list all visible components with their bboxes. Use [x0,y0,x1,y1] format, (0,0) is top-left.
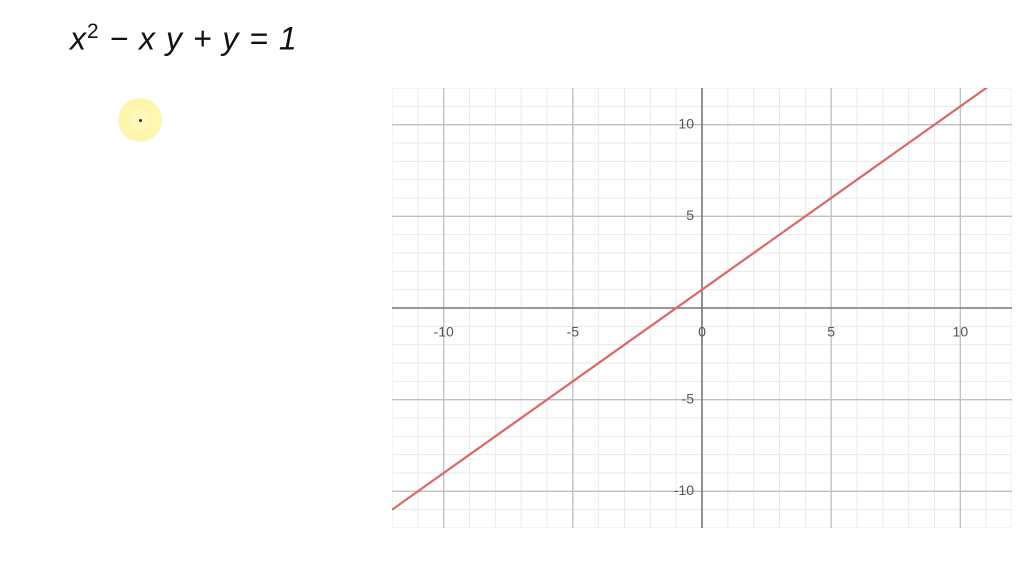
x-tick-label: -5 [567,323,580,339]
x-tick-label: -10 [434,323,454,339]
y-tick-label: 10 [678,115,694,131]
y-tick-label: -10 [674,482,694,498]
line-chart: -10 -5 0 5 10 -10 -5 5 10 [392,88,1012,528]
x-tick-label: 10 [953,323,969,339]
x-tick-label: 0 [698,323,706,339]
chart-svg: -10 -5 0 5 10 -10 -5 5 10 [392,88,1012,528]
y-tick-label: -5 [682,390,695,406]
cursor-highlight [118,98,162,142]
y-tick-label: 5 [686,207,694,223]
equation-text: x2 − x y + y = 1 [70,20,298,58]
x-tick-label: 5 [827,323,835,339]
